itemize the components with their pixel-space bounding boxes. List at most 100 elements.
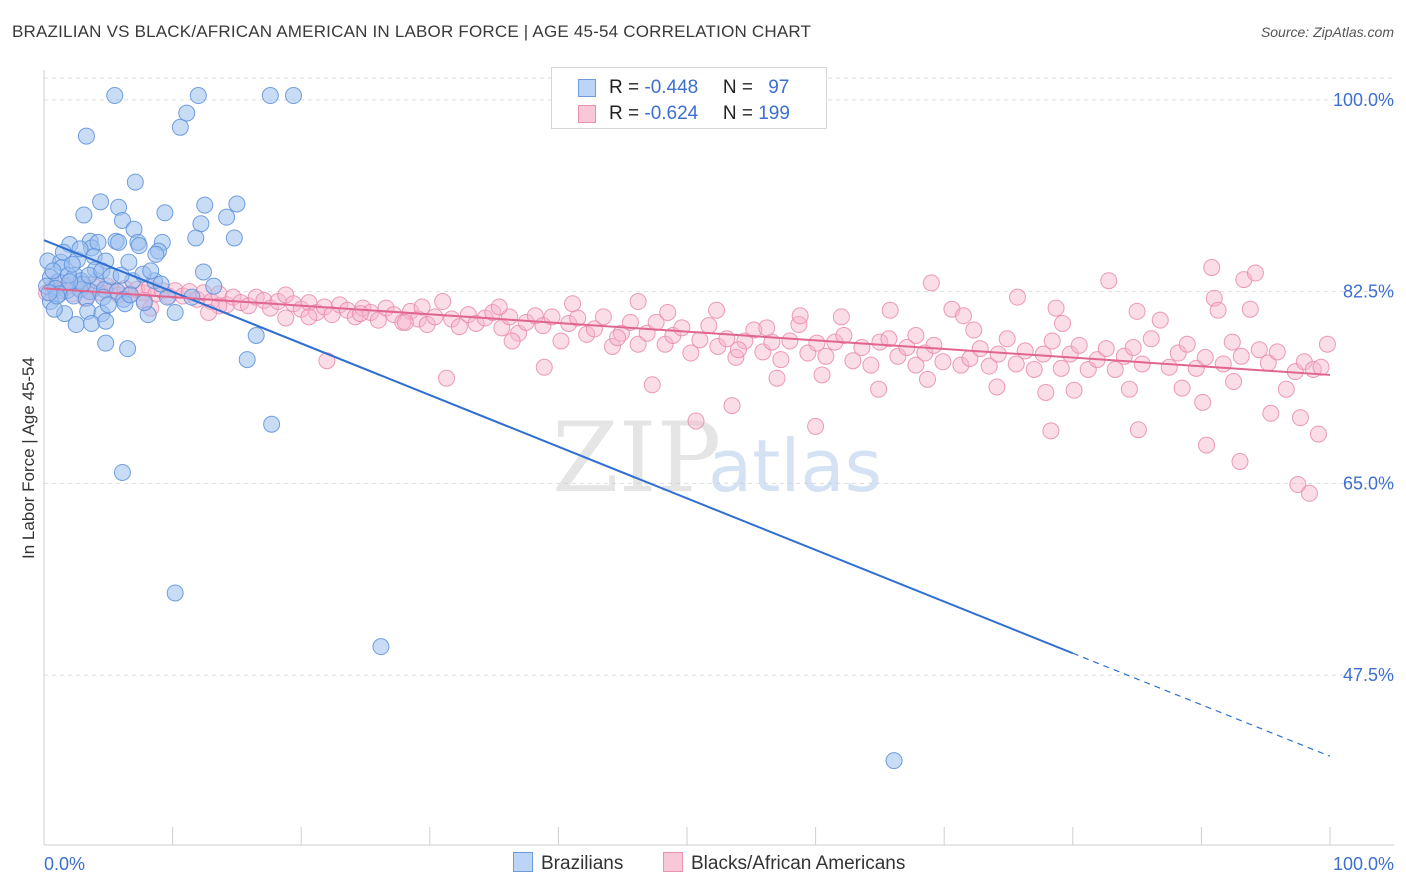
black-point xyxy=(691,331,709,349)
black-point xyxy=(396,313,414,331)
brazilian-point xyxy=(89,233,107,251)
x-axis-ticks xyxy=(43,827,1331,845)
black-point xyxy=(853,339,871,357)
stats-legend: R = -0.448 N = 97 R = -0.624 N = 199 xyxy=(551,67,827,129)
black-point xyxy=(1173,379,1191,397)
black-point xyxy=(971,340,989,358)
legend-n-value: 97 xyxy=(768,77,790,98)
y-tick-label: 65.0% xyxy=(1343,473,1394,493)
black-point xyxy=(889,347,907,365)
black-point xyxy=(603,337,621,355)
black-point xyxy=(687,412,705,430)
black-point xyxy=(1214,355,1232,373)
brazilian-point xyxy=(247,326,265,344)
black-point xyxy=(1070,336,1088,354)
black-point xyxy=(880,330,898,348)
legend-r-label: R = xyxy=(609,77,645,98)
black-point xyxy=(1250,341,1268,359)
black-point xyxy=(1231,453,1249,470)
legend-n-label: N = xyxy=(722,77,759,98)
brazilian-point xyxy=(192,215,210,233)
black-point xyxy=(621,313,639,331)
black-point xyxy=(564,295,582,313)
brazilian-point xyxy=(99,296,117,314)
black-point xyxy=(1262,404,1280,422)
black-point xyxy=(413,298,431,316)
black-point xyxy=(1209,301,1227,319)
brazilians-trend-line xyxy=(43,239,1074,655)
brazilian-point xyxy=(97,312,115,330)
black-point xyxy=(1268,343,1286,361)
brazilian-point xyxy=(75,206,93,224)
bottom-legend-swatch-pink xyxy=(663,852,683,872)
brazilians-trend-extension xyxy=(1072,652,1331,757)
black-point xyxy=(629,335,647,353)
chart-title: BRAZILIAN VS BLACK/AFRICAN AMERICAN IN L… xyxy=(12,22,812,41)
black-point xyxy=(1052,359,1070,377)
black-point xyxy=(965,321,983,339)
black-point xyxy=(844,352,862,370)
black-point xyxy=(1178,335,1196,353)
brazilian-point xyxy=(228,195,246,213)
black-point xyxy=(659,303,677,321)
black-point xyxy=(791,307,809,325)
black-point xyxy=(1133,355,1151,373)
black-point xyxy=(1047,299,1065,317)
black-point xyxy=(609,329,627,347)
bottom-legend-label: Blacks/African Americans xyxy=(691,853,906,874)
brazilian-point xyxy=(171,118,189,136)
black-point xyxy=(862,356,880,374)
black-point xyxy=(700,317,718,335)
black-point xyxy=(790,316,808,334)
black-point xyxy=(1312,358,1330,376)
black-point xyxy=(277,309,295,327)
black-point xyxy=(552,332,570,350)
black-point xyxy=(813,366,831,384)
black-point xyxy=(1142,330,1160,348)
black-point xyxy=(1232,347,1250,365)
black-point xyxy=(1129,421,1147,439)
black-point xyxy=(835,326,853,344)
brazilian-point xyxy=(97,334,115,352)
y-axis-tick-labels: 100.0% 82.5% 65.0% 47.5% xyxy=(1333,90,1394,685)
legend-r-label: R = xyxy=(609,103,645,124)
black-point xyxy=(1007,355,1025,373)
black-point xyxy=(434,293,452,311)
black-point xyxy=(1309,425,1327,443)
blacks-trend-line xyxy=(43,287,1331,376)
black-point xyxy=(907,326,925,344)
black-point xyxy=(817,347,835,365)
black-point xyxy=(1043,332,1061,350)
brazilian-point xyxy=(40,284,58,302)
y-tick-label: 82.5% xyxy=(1343,282,1394,302)
black-point xyxy=(1151,311,1169,329)
black-point xyxy=(998,330,1016,348)
brazilian-point xyxy=(205,277,223,295)
black-point xyxy=(1291,409,1309,427)
black-point xyxy=(1300,484,1318,502)
brazilian-point xyxy=(156,204,174,222)
black-point xyxy=(881,301,899,319)
legend-n-label: N = xyxy=(722,103,759,124)
brazilian-point xyxy=(63,255,81,273)
watermark-atlas: atlas xyxy=(708,424,882,508)
black-point xyxy=(768,369,786,387)
brazilian-point xyxy=(885,752,903,770)
black-point xyxy=(1194,393,1212,411)
brazilian-point xyxy=(135,294,153,312)
brazilian-point xyxy=(77,127,95,145)
black-point xyxy=(629,293,647,311)
black-point xyxy=(535,358,553,376)
bottom-legend-swatch-blue xyxy=(513,852,533,872)
black-point xyxy=(1128,302,1146,320)
black-point xyxy=(490,298,508,316)
black-point xyxy=(1246,264,1264,282)
bottom-legend-label: Brazilians xyxy=(541,853,624,874)
black-point xyxy=(1100,272,1118,290)
black-point xyxy=(210,297,228,315)
brazilian-point xyxy=(92,193,110,211)
black-point xyxy=(952,356,970,374)
legend-swatch-blue xyxy=(578,79,596,97)
black-point xyxy=(673,319,691,337)
black-point xyxy=(1318,335,1336,353)
